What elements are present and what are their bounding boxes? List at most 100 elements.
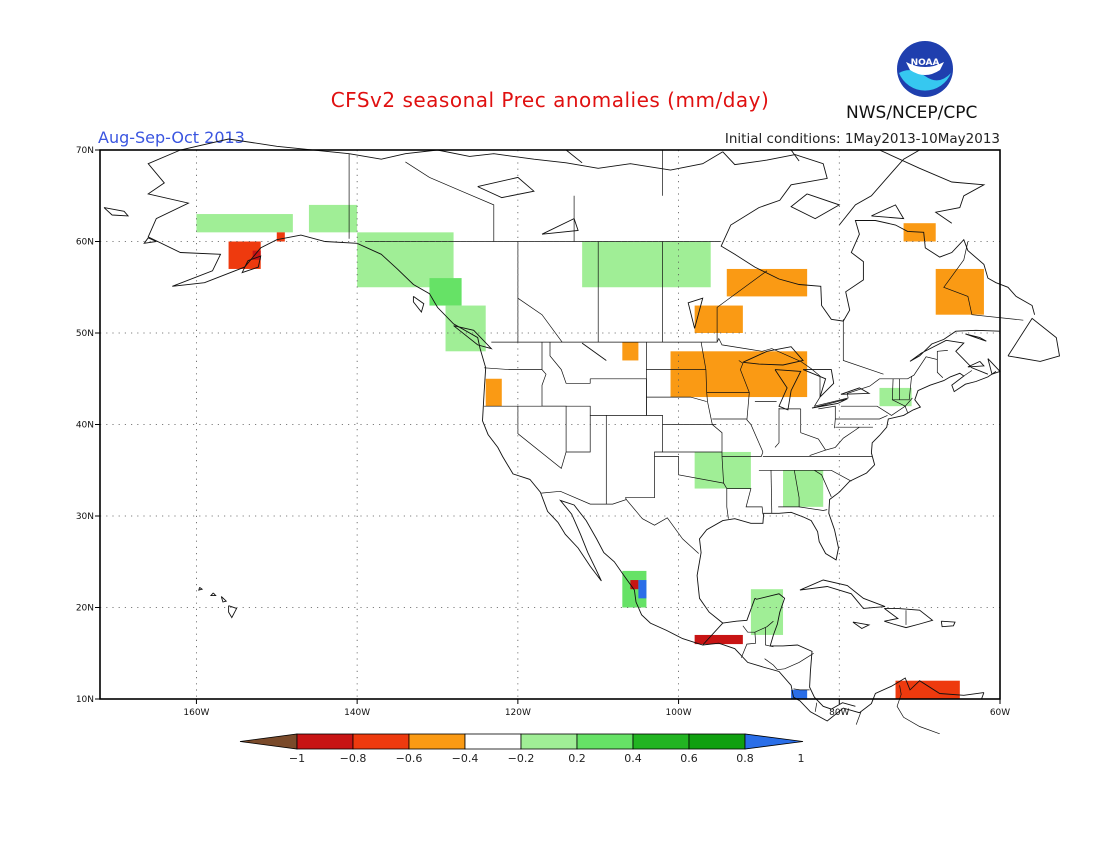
lat-tick-label: 60N (76, 238, 94, 248)
noaa-logo: NOAA (897, 41, 953, 97)
coastline-segment-21 (565, 149, 583, 164)
lake-outline-4 (840, 387, 871, 395)
lake-outline-3 (811, 398, 848, 409)
colorbar-segment (632, 733, 690, 750)
border-segment-35 (700, 342, 729, 519)
lon-tick-label: 100W (666, 708, 692, 718)
border-segment-32 (624, 342, 663, 500)
anomaly-region-2 (252, 250, 261, 260)
colorbar-label: 1 (798, 752, 805, 765)
lat-tick-label: 10N (76, 695, 94, 705)
anomaly-region-20 (630, 580, 639, 590)
border-segment-19 (716, 270, 768, 343)
border-segment-30 (484, 367, 542, 370)
border-segment-4 (765, 627, 774, 648)
coastline-segment-30 (987, 358, 1001, 375)
colorbar-label: 0.6 (680, 752, 698, 765)
coastline-segment-6 (884, 607, 934, 629)
coastline-segment-12 (220, 596, 228, 603)
border-segment-58 (835, 415, 888, 420)
colorbar-segment (520, 733, 578, 750)
logo-text: NOAA (911, 58, 940, 68)
anomaly-region-13 (670, 351, 808, 398)
chart-title: CFSv2 seasonal Prec anomalies (mm/day) (330, 88, 770, 112)
initial-conditions-label: Initial conditions: 1May2013-10May2013 (724, 131, 1000, 147)
lake-outline-2 (802, 369, 835, 398)
border-segment-7 (777, 653, 814, 671)
anomaly-region-24 (791, 689, 808, 699)
gridlines (100, 150, 1000, 699)
colorbar-segment (688, 733, 746, 750)
coastline-segment-1 (981, 692, 985, 700)
anomaly-region-9 (485, 378, 502, 407)
coastline-segment-22 (103, 207, 130, 217)
coastline-segment-8 (852, 621, 871, 630)
lat-tick-label: 50N (76, 329, 94, 339)
border-segment-5 (740, 632, 757, 658)
agency-label: NWS/NCEP/CPC (846, 103, 978, 123)
anomaly-region-0 (196, 214, 293, 233)
border-segment-56 (814, 470, 832, 497)
anomaly-region-10 (622, 342, 639, 361)
colorbar-label: −0.8 (340, 752, 367, 765)
anomaly-region-4 (308, 204, 358, 233)
coastline-segment-14 (720, 151, 1036, 322)
colorbar-segment (296, 733, 354, 750)
border-segment-11 (896, 685, 940, 735)
border-segment-29 (484, 405, 567, 469)
lake-outline-1 (774, 369, 802, 411)
coastline-segment-23 (143, 237, 158, 244)
coastline-segment-4 (722, 598, 756, 624)
anomaly-region-21 (638, 580, 647, 599)
border-segment-23 (936, 350, 948, 360)
colorbar-high-arrow (744, 733, 804, 750)
coastlines (103, 138, 1061, 722)
border-segment-33 (566, 415, 591, 453)
anomaly-region-23 (750, 589, 784, 635)
colorbar-label: −0.6 (396, 752, 423, 765)
coastline-segment-13 (349, 149, 724, 171)
lake-outline-5 (687, 297, 704, 329)
border-segment-10 (855, 711, 862, 725)
border-segment-25 (405, 161, 495, 242)
lake-outline-7 (477, 176, 535, 199)
lat-tick-label: 20N (76, 604, 94, 614)
coastline-segment-19 (871, 204, 905, 220)
colorbar-label: −0.4 (452, 752, 479, 765)
colorbar: −1 −0.8 −0.6 −0.4 −0.2 0.2 0.4 0.6 0.8 1 (239, 733, 805, 765)
coastline-segment-15 (909, 329, 1001, 375)
coastline-segment-9 (228, 605, 238, 619)
anomaly-region-25 (895, 680, 960, 699)
border-segment-8 (793, 688, 810, 691)
border-segment-40 (654, 456, 724, 484)
colorbar-segment (464, 733, 522, 750)
coastline-segment-29 (967, 360, 985, 368)
border-segment-53 (770, 470, 773, 514)
colorbar-label: 0.4 (624, 752, 642, 765)
coastline-segment-16 (838, 149, 920, 226)
lake-outline-6 (541, 217, 579, 235)
coastline-segment-18 (879, 149, 986, 224)
border-segment-65 (809, 449, 826, 456)
anomaly-region-8 (582, 241, 711, 288)
anomaly-region-6 (429, 278, 462, 306)
coastline-segment-3 (754, 593, 856, 710)
lake-outline-0 (742, 346, 804, 366)
colorbar-segment (576, 733, 634, 750)
anomaly-region-3 (276, 232, 285, 242)
coastline-segment-25 (412, 296, 425, 313)
border-segment-37 (646, 396, 707, 402)
border-segment-59 (840, 378, 906, 416)
coastline-segment-24 (241, 255, 262, 274)
border-segment-1 (491, 337, 944, 407)
border-segment-60 (904, 397, 913, 407)
border-segment-55 (799, 506, 828, 511)
season-label: Aug-Sep-Oct 2013 (98, 128, 245, 147)
border-segment-31 (549, 342, 591, 384)
coastline-segment-28 (1007, 317, 1061, 362)
anomaly-region-17 (783, 470, 824, 507)
coastline-segment-11 (198, 587, 204, 591)
political-borders (348, 150, 1024, 735)
border-segment-20 (842, 321, 884, 375)
